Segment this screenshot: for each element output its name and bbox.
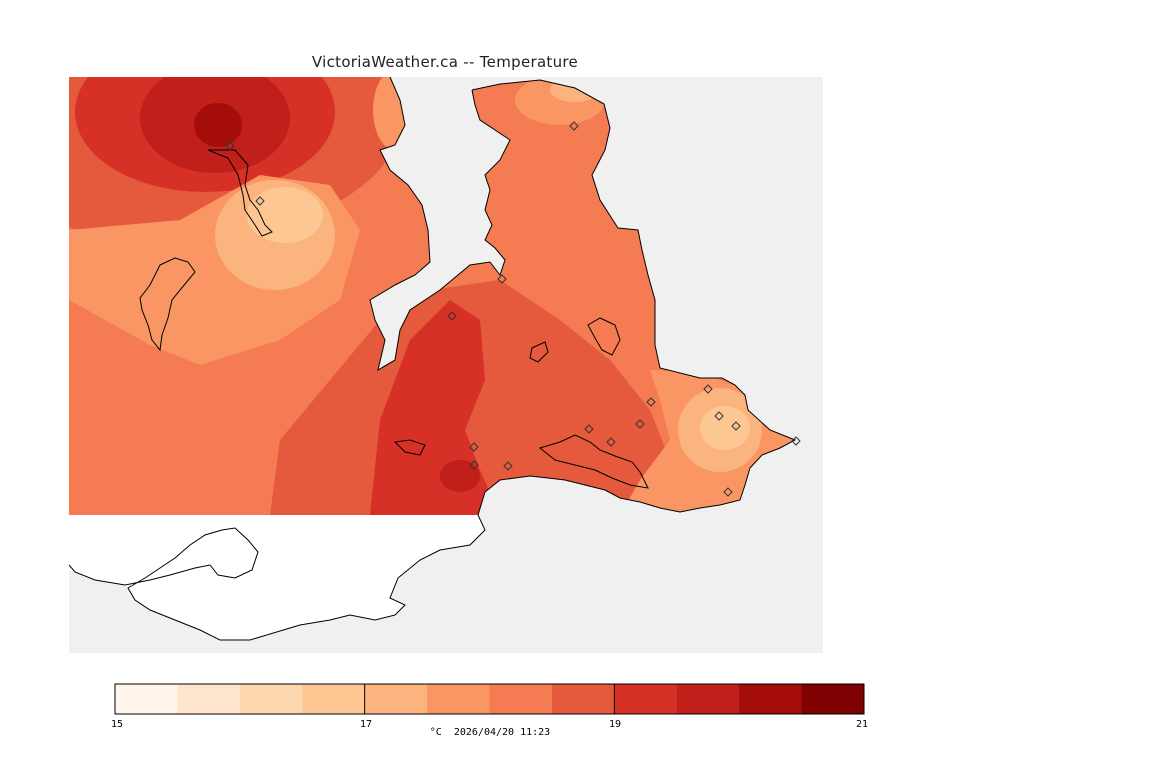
legend-swatch — [739, 684, 803, 714]
diamond-icon — [635, 419, 645, 429]
legend-swatch — [489, 684, 553, 714]
map-title: VictoriaWeather.ca -- Temperature — [311, 53, 579, 71]
diamond-icon — [584, 424, 594, 434]
diamond-icon — [225, 141, 235, 151]
legend-swatch — [239, 684, 303, 714]
legend-tick-label: 19 — [609, 719, 621, 730]
weather-stations — [225, 121, 801, 497]
legend-unit: °C — [429, 727, 442, 738]
diamond-icon — [569, 121, 579, 131]
diamond-icon — [723, 487, 733, 497]
legend-caption: °C 2026/04/20 11:23 — [0, 727, 980, 738]
diamond-icon — [255, 196, 265, 206]
diamond-icon — [469, 442, 479, 452]
coastline — [68, 76, 797, 641]
diamond-icon — [714, 411, 724, 421]
legend-swatch — [427, 684, 490, 714]
diamond-icon — [497, 274, 507, 284]
diamond-icon — [731, 421, 741, 431]
legend-tick-label: 15 — [111, 719, 123, 730]
legend-tick-label: 17 — [360, 719, 372, 730]
legend-frame — [114, 683, 865, 715]
temperature-field — [69, 77, 795, 515]
legend-swatch — [676, 684, 740, 714]
legend-swatch — [177, 684, 241, 714]
legend-swatch — [551, 684, 615, 714]
legend-timestamp: 2026/04/20 11:23 — [453, 727, 551, 738]
diamond-icon — [503, 461, 513, 471]
diamond-icon — [606, 437, 616, 447]
legend-tick-label: 21 — [856, 719, 868, 730]
legend-swatch — [302, 684, 366, 714]
legend-swatch — [364, 684, 428, 714]
legend-swatch — [801, 684, 865, 714]
diamond-icon — [791, 436, 801, 446]
legend-swatch — [115, 684, 178, 714]
diamond-icon — [703, 384, 713, 394]
legend-swatches — [114, 684, 865, 714]
land-outside-area — [69, 515, 485, 640]
diamond-icon — [469, 460, 479, 470]
legend-swatch — [614, 684, 678, 714]
diamond-icon — [646, 397, 656, 407]
diamond-icon — [447, 311, 457, 321]
